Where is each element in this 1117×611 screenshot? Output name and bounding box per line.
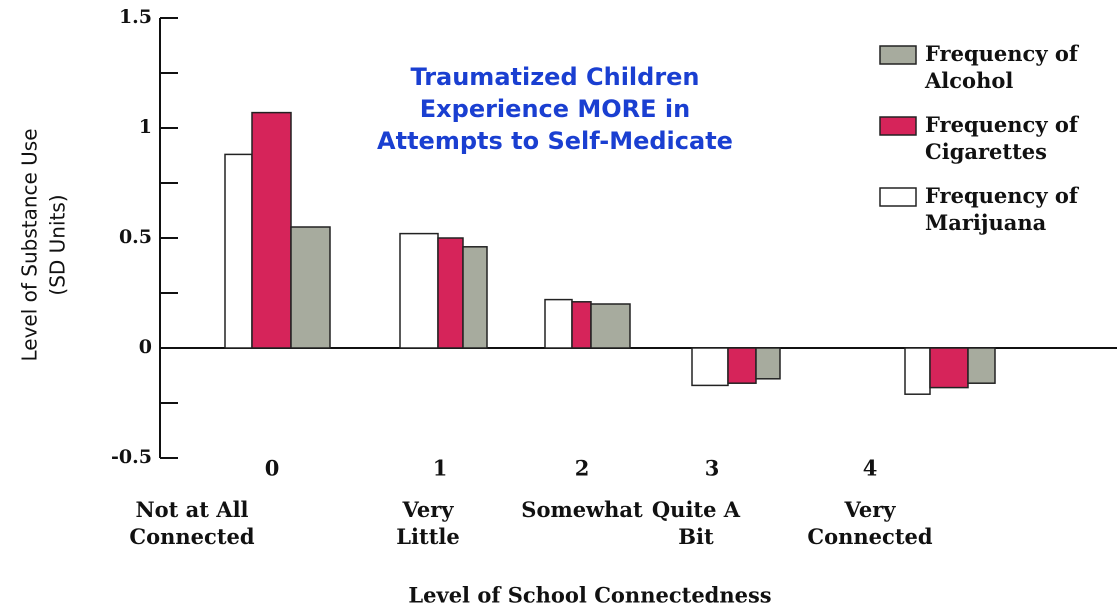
legend-label: Frequency of Marijuana [925, 183, 1078, 235]
category-label: Very Little [396, 497, 460, 549]
category-label: Somewhat [521, 497, 643, 522]
legend-swatch [879, 116, 917, 136]
y-label-line: (SD Units) [46, 194, 70, 295]
category-label: Quite A Bit [651, 497, 741, 549]
x-tick-label: 3 [705, 456, 720, 481]
bar [590, 303, 631, 349]
bar [571, 301, 592, 349]
chart-title: Traumatized Children [410, 63, 699, 91]
bar [544, 298, 573, 349]
x-tick-label: 2 [575, 456, 590, 481]
category-label: Not at All Connected [129, 497, 255, 549]
legend-label: Frequency of Alcohol [925, 41, 1078, 93]
bar [462, 246, 488, 349]
y-tick-label: 1 [139, 116, 152, 138]
x-tick-label: 1 [433, 456, 448, 481]
legend-label: Frequency of Cigarettes [925, 112, 1078, 164]
y-tick-label: 0 [139, 336, 152, 358]
y-tick-label: 1.5 [119, 6, 152, 28]
bar [399, 232, 439, 349]
y-tick-label: -0.5 [111, 446, 152, 468]
bar [727, 347, 757, 384]
category-label: Very Connected [807, 497, 933, 549]
bar [290, 226, 331, 349]
x-label: Level of School Connectedness [408, 583, 771, 608]
bar [437, 237, 464, 349]
bar [967, 347, 996, 384]
bar [251, 111, 292, 349]
bar [224, 153, 253, 349]
y-tick-label: 0.5 [119, 226, 152, 248]
x-tick-label: 4 [863, 456, 878, 481]
y-label: Level of Substance Use (SD Units) [18, 128, 70, 361]
legend-swatch [879, 45, 917, 65]
legend-swatch [879, 187, 917, 207]
bar [755, 347, 781, 380]
y-label-line: Level of Substance Use [18, 128, 42, 361]
bar [691, 347, 729, 387]
bar [929, 347, 969, 389]
chart-title: Attempts to Self-Medicate [377, 127, 733, 155]
bar [904, 347, 931, 395]
x-tick-label: 0 [265, 456, 280, 481]
chart-title: Experience MORE in [420, 95, 690, 123]
